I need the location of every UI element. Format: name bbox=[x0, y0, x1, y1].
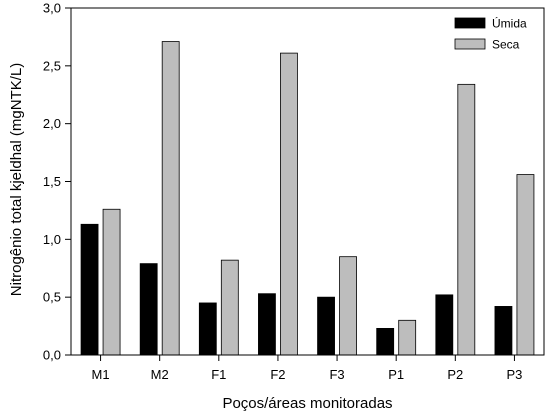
legend-label: Seca bbox=[492, 38, 520, 52]
y-tick-label: 2,5 bbox=[43, 58, 61, 73]
bar-umida-f1 bbox=[198, 302, 217, 356]
x-tick-label: F2 bbox=[270, 367, 285, 382]
bar-umida-p2 bbox=[435, 294, 454, 356]
bars-group bbox=[80, 41, 535, 356]
x-tick-label: P3 bbox=[506, 367, 522, 382]
y-tick-label: 1,5 bbox=[43, 174, 61, 189]
bar-seca-f2 bbox=[280, 52, 298, 356]
x-axis-title: Poços/áreas monitoradas bbox=[222, 395, 392, 412]
legend-swatch bbox=[454, 38, 486, 50]
y-axis-title: Nitrogênio total kjeldhal (mgNTK/L) bbox=[8, 63, 25, 296]
y-tick-label: 1,0 bbox=[43, 232, 61, 247]
legend: Úmida Seca bbox=[454, 16, 527, 52]
y-tick-label: 0,0 bbox=[43, 348, 61, 363]
bar-umida-p1 bbox=[376, 327, 395, 356]
bar-seca-p1 bbox=[398, 319, 417, 356]
bar-seca-m1 bbox=[102, 208, 121, 356]
y-axis: 0,0 0,5 1,0 1,5 2,0 2,5 3,0 bbox=[43, 1, 71, 363]
legend-label: Úmida bbox=[492, 16, 527, 31]
x-tick-label: F1 bbox=[211, 367, 226, 382]
x-tick-label: F3 bbox=[329, 367, 344, 382]
bar-seca-f1 bbox=[220, 259, 239, 356]
y-tick-label: 0,5 bbox=[43, 290, 61, 305]
bar-seca-f3 bbox=[339, 256, 357, 356]
bar-umida-m1 bbox=[80, 223, 99, 356]
x-tick-label: P2 bbox=[447, 367, 463, 382]
x-tick-label: P1 bbox=[388, 367, 404, 382]
bar-seca-m2 bbox=[161, 41, 180, 356]
y-tick-label: 2,0 bbox=[43, 116, 61, 131]
x-tick-label: M2 bbox=[151, 367, 169, 382]
bar-umida-p3 bbox=[494, 306, 513, 356]
bar-seca-p2 bbox=[457, 83, 476, 356]
legend-swatch bbox=[454, 17, 486, 29]
bar-umida-f2 bbox=[258, 293, 276, 356]
bar-umida-f3 bbox=[317, 296, 335, 356]
y-tick-label: 3,0 bbox=[43, 1, 61, 16]
bar-umida-m2 bbox=[139, 263, 158, 356]
bar-seca-p3 bbox=[516, 174, 535, 356]
x-tick-label: M1 bbox=[92, 367, 110, 382]
x-axis: M1 M2 F1 F2 F3 P1 P2 P3 bbox=[92, 355, 522, 382]
